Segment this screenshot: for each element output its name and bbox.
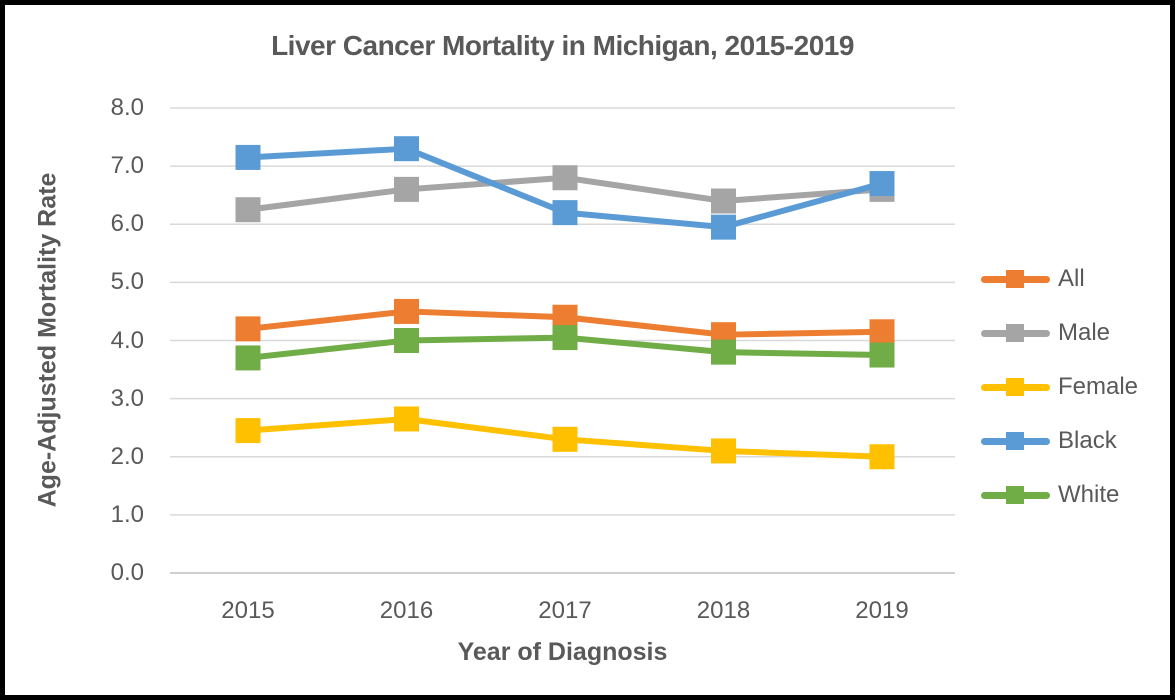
x-tick-label-2019: 2019 [855,597,909,624]
data-point-white-2016[interactable] [394,328,419,353]
data-point-white-2019[interactable] [869,342,895,368]
data-point-black-2017[interactable] [552,200,578,226]
chart-title: Liver Cancer Mortality in Michigan, 2015… [271,30,854,61]
y-tick-label: 4.0 [110,326,144,354]
x-axis-title: Year of Diagnosis [457,638,668,666]
data-point-female-2017[interactable] [552,426,578,452]
data-point-all-2015[interactable] [235,316,261,342]
data-point-female-2019[interactable] [869,444,895,470]
data-point-male-2016[interactable] [394,176,419,202]
legend-marker-all [1006,270,1024,288]
data-point-white-2015[interactable] [235,345,261,371]
legend-marker-black [1006,432,1024,450]
data-point-female-2015[interactable] [235,418,261,444]
y-axis-title: Age-Adjusted Mortality Rate [33,172,62,508]
data-point-female-2016[interactable] [394,406,419,432]
legend-item-female[interactable]: Female [981,372,1166,402]
legend-item-male[interactable]: Male [981,318,1166,348]
y-tick-label: 5.0 [110,268,144,296]
x-tick-label-2017: 2017 [538,597,592,624]
legend-label-female: Female [1058,373,1139,400]
y-tick-label: 3.0 [110,384,144,412]
data-point-male-2017[interactable] [552,165,578,191]
legend-label-male: Male [1058,319,1111,346]
data-point-black-2018[interactable] [711,214,736,240]
data-point-male-2018[interactable] [711,188,736,214]
data-point-black-2019[interactable] [869,171,895,197]
legend-item-white[interactable]: White [981,480,1166,510]
y-tick-label: 6.0 [110,210,144,238]
y-tick-label: 8.0 [110,94,144,121]
y-tick-label: 2.0 [110,442,144,470]
x-tick-label-2016: 2016 [379,597,434,624]
data-point-white-2018[interactable] [711,339,736,365]
data-point-black-2016[interactable] [394,136,419,162]
legend-label-white: White [1058,481,1120,508]
data-point-white-2017[interactable] [552,325,578,351]
legend-marker-male [1006,324,1024,342]
legend-label-black: Black [1058,427,1117,454]
data-point-all-2016[interactable] [394,298,419,324]
x-tick-label-2015: 2015 [221,597,275,624]
y-tick-label: 1.0 [110,500,144,528]
legend-item-black[interactable]: Black [981,426,1166,456]
data-point-female-2018[interactable] [711,438,736,464]
legend-marker-white [1006,486,1024,504]
legend-label-all: All [1058,265,1085,292]
legend-marker-female [1006,378,1024,396]
data-point-male-2015[interactable] [235,197,261,223]
legend-item-all[interactable]: All [981,264,1166,294]
y-tick-label: 7.0 [110,152,144,180]
data-point-black-2015[interactable] [235,144,261,170]
data-point-all-2019[interactable] [869,319,895,345]
y-tick-label: 0.0 [110,559,144,586]
x-tick-label-2018: 2018 [696,597,751,624]
